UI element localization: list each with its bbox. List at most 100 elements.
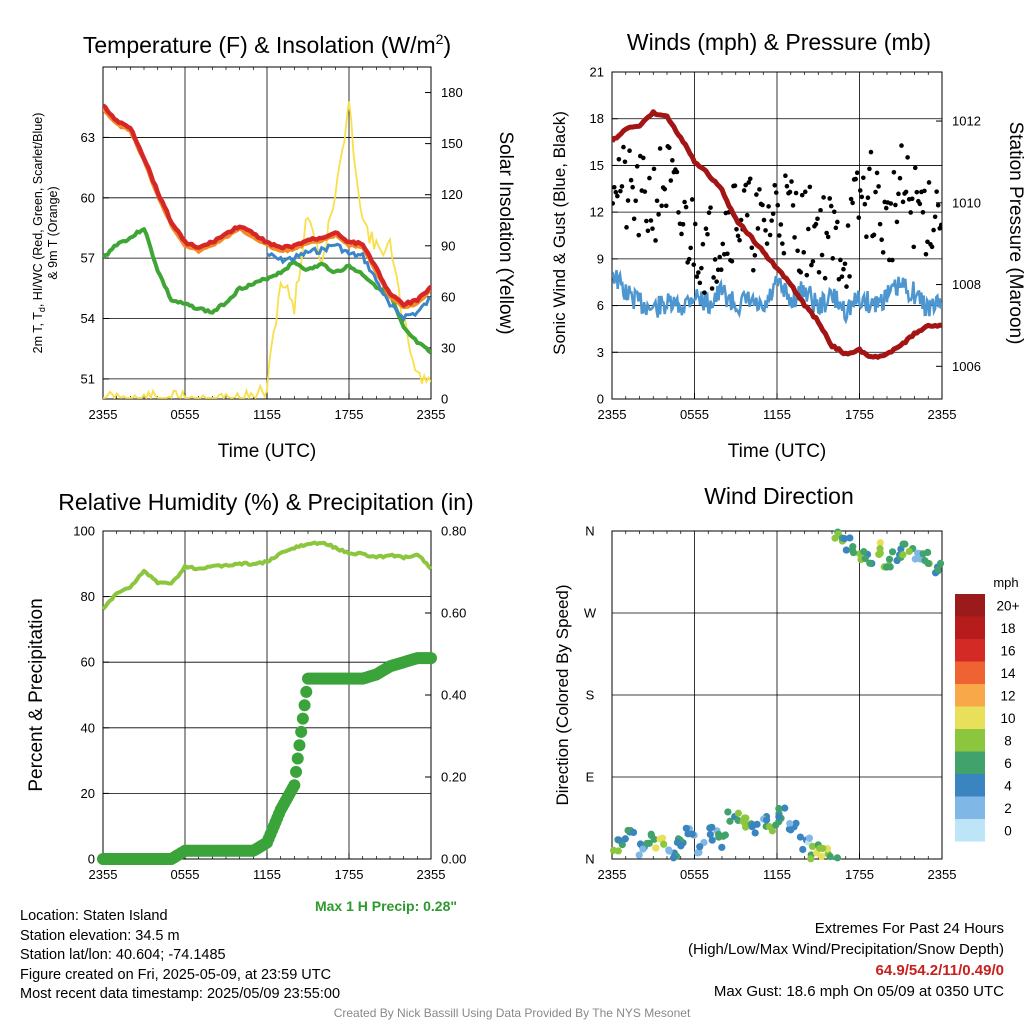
gust-point (841, 266, 846, 272)
gust-point (821, 195, 826, 200)
direction-point (643, 839, 651, 848)
gust-point (828, 203, 834, 209)
chart-title: Temperature (F) & Insolation (W/m2) (83, 31, 451, 58)
x-tick-label: 1755 (845, 407, 874, 422)
gust-point (776, 233, 782, 238)
gust-point (813, 221, 819, 227)
credit-text: Created By Nick Bassill Using Data Provi… (333, 1006, 691, 1020)
direction-point (673, 838, 682, 847)
gust-point (676, 210, 681, 215)
gust-point (908, 210, 913, 215)
direction-point (629, 828, 638, 837)
extremes-title: Extremes For Past 24 Hours (814, 920, 1004, 937)
y-tick-label: 20 (81, 786, 95, 801)
extremes-box: Extremes For Past 24 Hours (High/Low/Max… (688, 918, 1004, 1002)
y2-tick-label: 180 (441, 85, 463, 100)
y-tick-label: 9 (597, 251, 604, 266)
direction-point (849, 549, 858, 557)
gust-point (656, 212, 661, 217)
y-tick-label: 3 (597, 345, 604, 360)
y2-tick-label: 150 (441, 136, 463, 151)
gust-point (859, 194, 865, 200)
y2-tick-label: 0.40 (441, 688, 466, 703)
gust-point (645, 228, 651, 234)
gust-point (720, 241, 726, 247)
x-tick-label: 1155 (763, 407, 791, 422)
gust-point (865, 195, 871, 201)
y-tick-label: 18 (590, 111, 604, 126)
direction-point (919, 550, 927, 558)
gust-point (702, 290, 707, 295)
gust-point (850, 200, 855, 206)
legend-swatch (955, 661, 985, 684)
direction-point (888, 548, 897, 556)
gust-point (754, 192, 759, 197)
y2-tick-label: 0 (441, 392, 448, 407)
gust-point (668, 178, 674, 183)
gust-point (705, 231, 710, 237)
legend-label: 2 (1004, 801, 1012, 816)
direction-point (684, 830, 692, 838)
gust-point (764, 241, 770, 246)
gust-point (903, 189, 909, 195)
chart-title: Wind Direction (704, 483, 854, 509)
gust-point (853, 176, 858, 182)
direction-point (718, 843, 726, 851)
gust-point (642, 189, 648, 194)
precip-point (288, 779, 301, 792)
gust-point (712, 257, 718, 262)
gust-point (700, 241, 706, 247)
sonic-wind-line (612, 269, 942, 325)
x-tick-label: 2355 (598, 867, 627, 882)
gust-point (839, 274, 845, 279)
y-tick-label: 21 (590, 65, 604, 80)
direction-point (682, 824, 690, 832)
gust-point (938, 222, 942, 228)
gust-point (831, 209, 837, 215)
x-tick-label: 0555 (171, 867, 200, 882)
direction-point (901, 540, 909, 548)
legend-label: 8 (1004, 733, 1012, 748)
gust-point (871, 232, 877, 238)
gust-point (648, 218, 654, 223)
gust-point (799, 192, 805, 198)
y-tick-label: E (586, 770, 595, 785)
gust-point (743, 182, 748, 188)
gust-point (628, 177, 634, 183)
direction-point (936, 559, 945, 567)
direction-point (781, 804, 789, 812)
gust-point (822, 275, 828, 281)
direction-point (724, 808, 732, 816)
chart-title: Relative Humidity (%) & Precipitation (i… (58, 489, 473, 515)
direction-point (808, 842, 817, 851)
humidity-line (101, 540, 433, 611)
precip-point (295, 725, 308, 738)
gust-point (692, 221, 698, 227)
direction-point (775, 813, 783, 821)
gust-point (680, 222, 686, 227)
precip-point (290, 765, 303, 778)
legend-swatch (955, 706, 985, 729)
gust-point (718, 267, 724, 273)
precip-point (296, 712, 309, 725)
extremes-values: 64.9/54.2/11/0.49/0 (875, 962, 1004, 979)
created-text: Figure created on Fri, 2025-05-09, at 23… (20, 966, 332, 983)
y2-tick-label: 60 (441, 289, 455, 304)
x-tick-label: 2355 (598, 407, 627, 422)
direction-point (786, 820, 794, 828)
direction-point (840, 534, 849, 543)
direction-point (647, 830, 655, 838)
gust-point (694, 274, 700, 279)
gust-point (651, 166, 657, 172)
direction-point (742, 823, 750, 831)
gust-point (670, 158, 675, 163)
legend-swatch (955, 751, 985, 774)
gust-point (890, 257, 895, 263)
gust-point (804, 272, 810, 278)
gust-point (932, 214, 938, 220)
gust-point (679, 231, 684, 237)
x-tick-label: 1155 (763, 867, 791, 882)
direction-point (739, 817, 747, 826)
gust-point (746, 180, 752, 185)
